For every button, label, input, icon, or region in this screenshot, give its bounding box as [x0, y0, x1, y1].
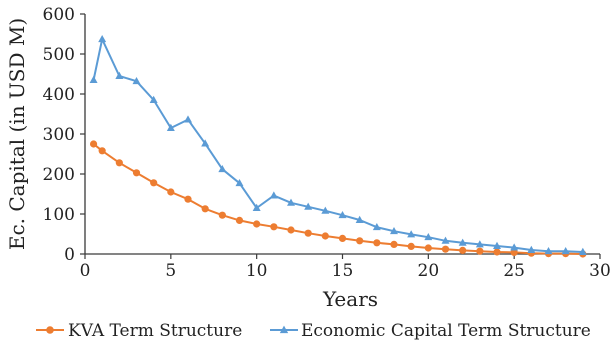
- x-tick-label: 5: [165, 261, 176, 281]
- series-layer: [89, 35, 587, 258]
- data-point: [132, 77, 141, 85]
- data-point: [441, 236, 450, 244]
- data-point: [578, 247, 587, 255]
- data-point: [150, 179, 158, 187]
- legend-label-kva: KVA Term Structure: [68, 321, 242, 341]
- data-point: [149, 95, 158, 103]
- data-point: [441, 245, 450, 253]
- data-point: [527, 245, 536, 253]
- series-0: [89, 140, 587, 258]
- y-tick-label: 0: [64, 245, 75, 265]
- y-tick-label: 500: [43, 45, 75, 65]
- x-tick-label: 20: [418, 261, 440, 281]
- x-tick-label: 15: [332, 261, 354, 281]
- data-point: [252, 203, 261, 211]
- series-line: [92, 143, 583, 255]
- y-tick-label: 300: [43, 125, 75, 145]
- x-axis-title: Years: [322, 287, 378, 311]
- data-point: [544, 247, 553, 255]
- data-point: [184, 195, 192, 203]
- y-axis-title: Ec. Capital (in USD M): [5, 18, 29, 250]
- data-point: [561, 247, 570, 255]
- legend-item-economic-capital: Economic Capital Term Structure: [270, 321, 591, 341]
- x-tick-label: 30: [589, 261, 611, 281]
- legend: KVA Term Structure Economic Capital Term…: [36, 321, 591, 341]
- data-point: [218, 211, 226, 219]
- data-point: [356, 237, 364, 245]
- data-point: [373, 239, 381, 247]
- data-point: [166, 123, 175, 131]
- y-tick-label: 200: [43, 165, 75, 185]
- y-tick-label: 600: [43, 5, 75, 25]
- data-point: [493, 248, 501, 256]
- series-1: [89, 35, 587, 255]
- series-line: [92, 38, 583, 253]
- data-point: [115, 159, 123, 167]
- data-point: [89, 140, 98, 148]
- data-point: [338, 211, 347, 219]
- legend-marker-economic-capital: [279, 325, 289, 334]
- data-point: [493, 241, 501, 249]
- data-point: [390, 227, 398, 235]
- data-point: [253, 220, 261, 228]
- data-point: [458, 238, 467, 246]
- data-point: [184, 115, 192, 123]
- y-tick-label: 400: [43, 85, 75, 105]
- data-point: [167, 188, 175, 196]
- data-point: [321, 232, 329, 240]
- data-point: [510, 248, 518, 256]
- data-point: [98, 147, 106, 155]
- data-point: [98, 35, 107, 43]
- data-point: [510, 243, 519, 251]
- data-point: [269, 191, 278, 199]
- data-point: [304, 202, 313, 210]
- data-point: [390, 240, 398, 248]
- data-point: [115, 71, 124, 79]
- data-point: [132, 169, 141, 177]
- data-point: [476, 247, 484, 255]
- data-point: [235, 216, 244, 224]
- data-point: [89, 75, 98, 83]
- x-tick-label: 10: [246, 261, 268, 281]
- data-point: [407, 230, 416, 238]
- data-point: [407, 242, 415, 250]
- x-tick-label: 0: [80, 261, 91, 281]
- legend-item-kva: KVA Term Structure: [36, 321, 242, 341]
- data-point: [218, 165, 227, 173]
- data-point: [270, 223, 278, 231]
- data-point: [355, 215, 364, 223]
- data-point: [201, 205, 209, 213]
- data-point: [235, 179, 244, 187]
- legend-label-economic-capital: Economic Capital Term Structure: [301, 321, 591, 341]
- legend-marker-kva: [46, 326, 54, 334]
- data-point: [321, 206, 330, 214]
- y-tick-label: 100: [43, 205, 75, 225]
- x-tick-label: 25: [503, 261, 525, 281]
- data-point: [424, 233, 433, 241]
- data-point: [475, 240, 484, 248]
- data-point: [372, 223, 381, 231]
- data-point: [201, 139, 210, 147]
- data-point: [338, 234, 347, 242]
- data-point: [287, 226, 295, 234]
- data-point: [287, 198, 295, 206]
- axes: 0 100 200 300 400 500 600 0 5 10 15 20 25 30: [43, 5, 611, 281]
- data-point: [424, 244, 432, 252]
- data-point: [304, 229, 312, 237]
- data-point: [459, 246, 467, 254]
